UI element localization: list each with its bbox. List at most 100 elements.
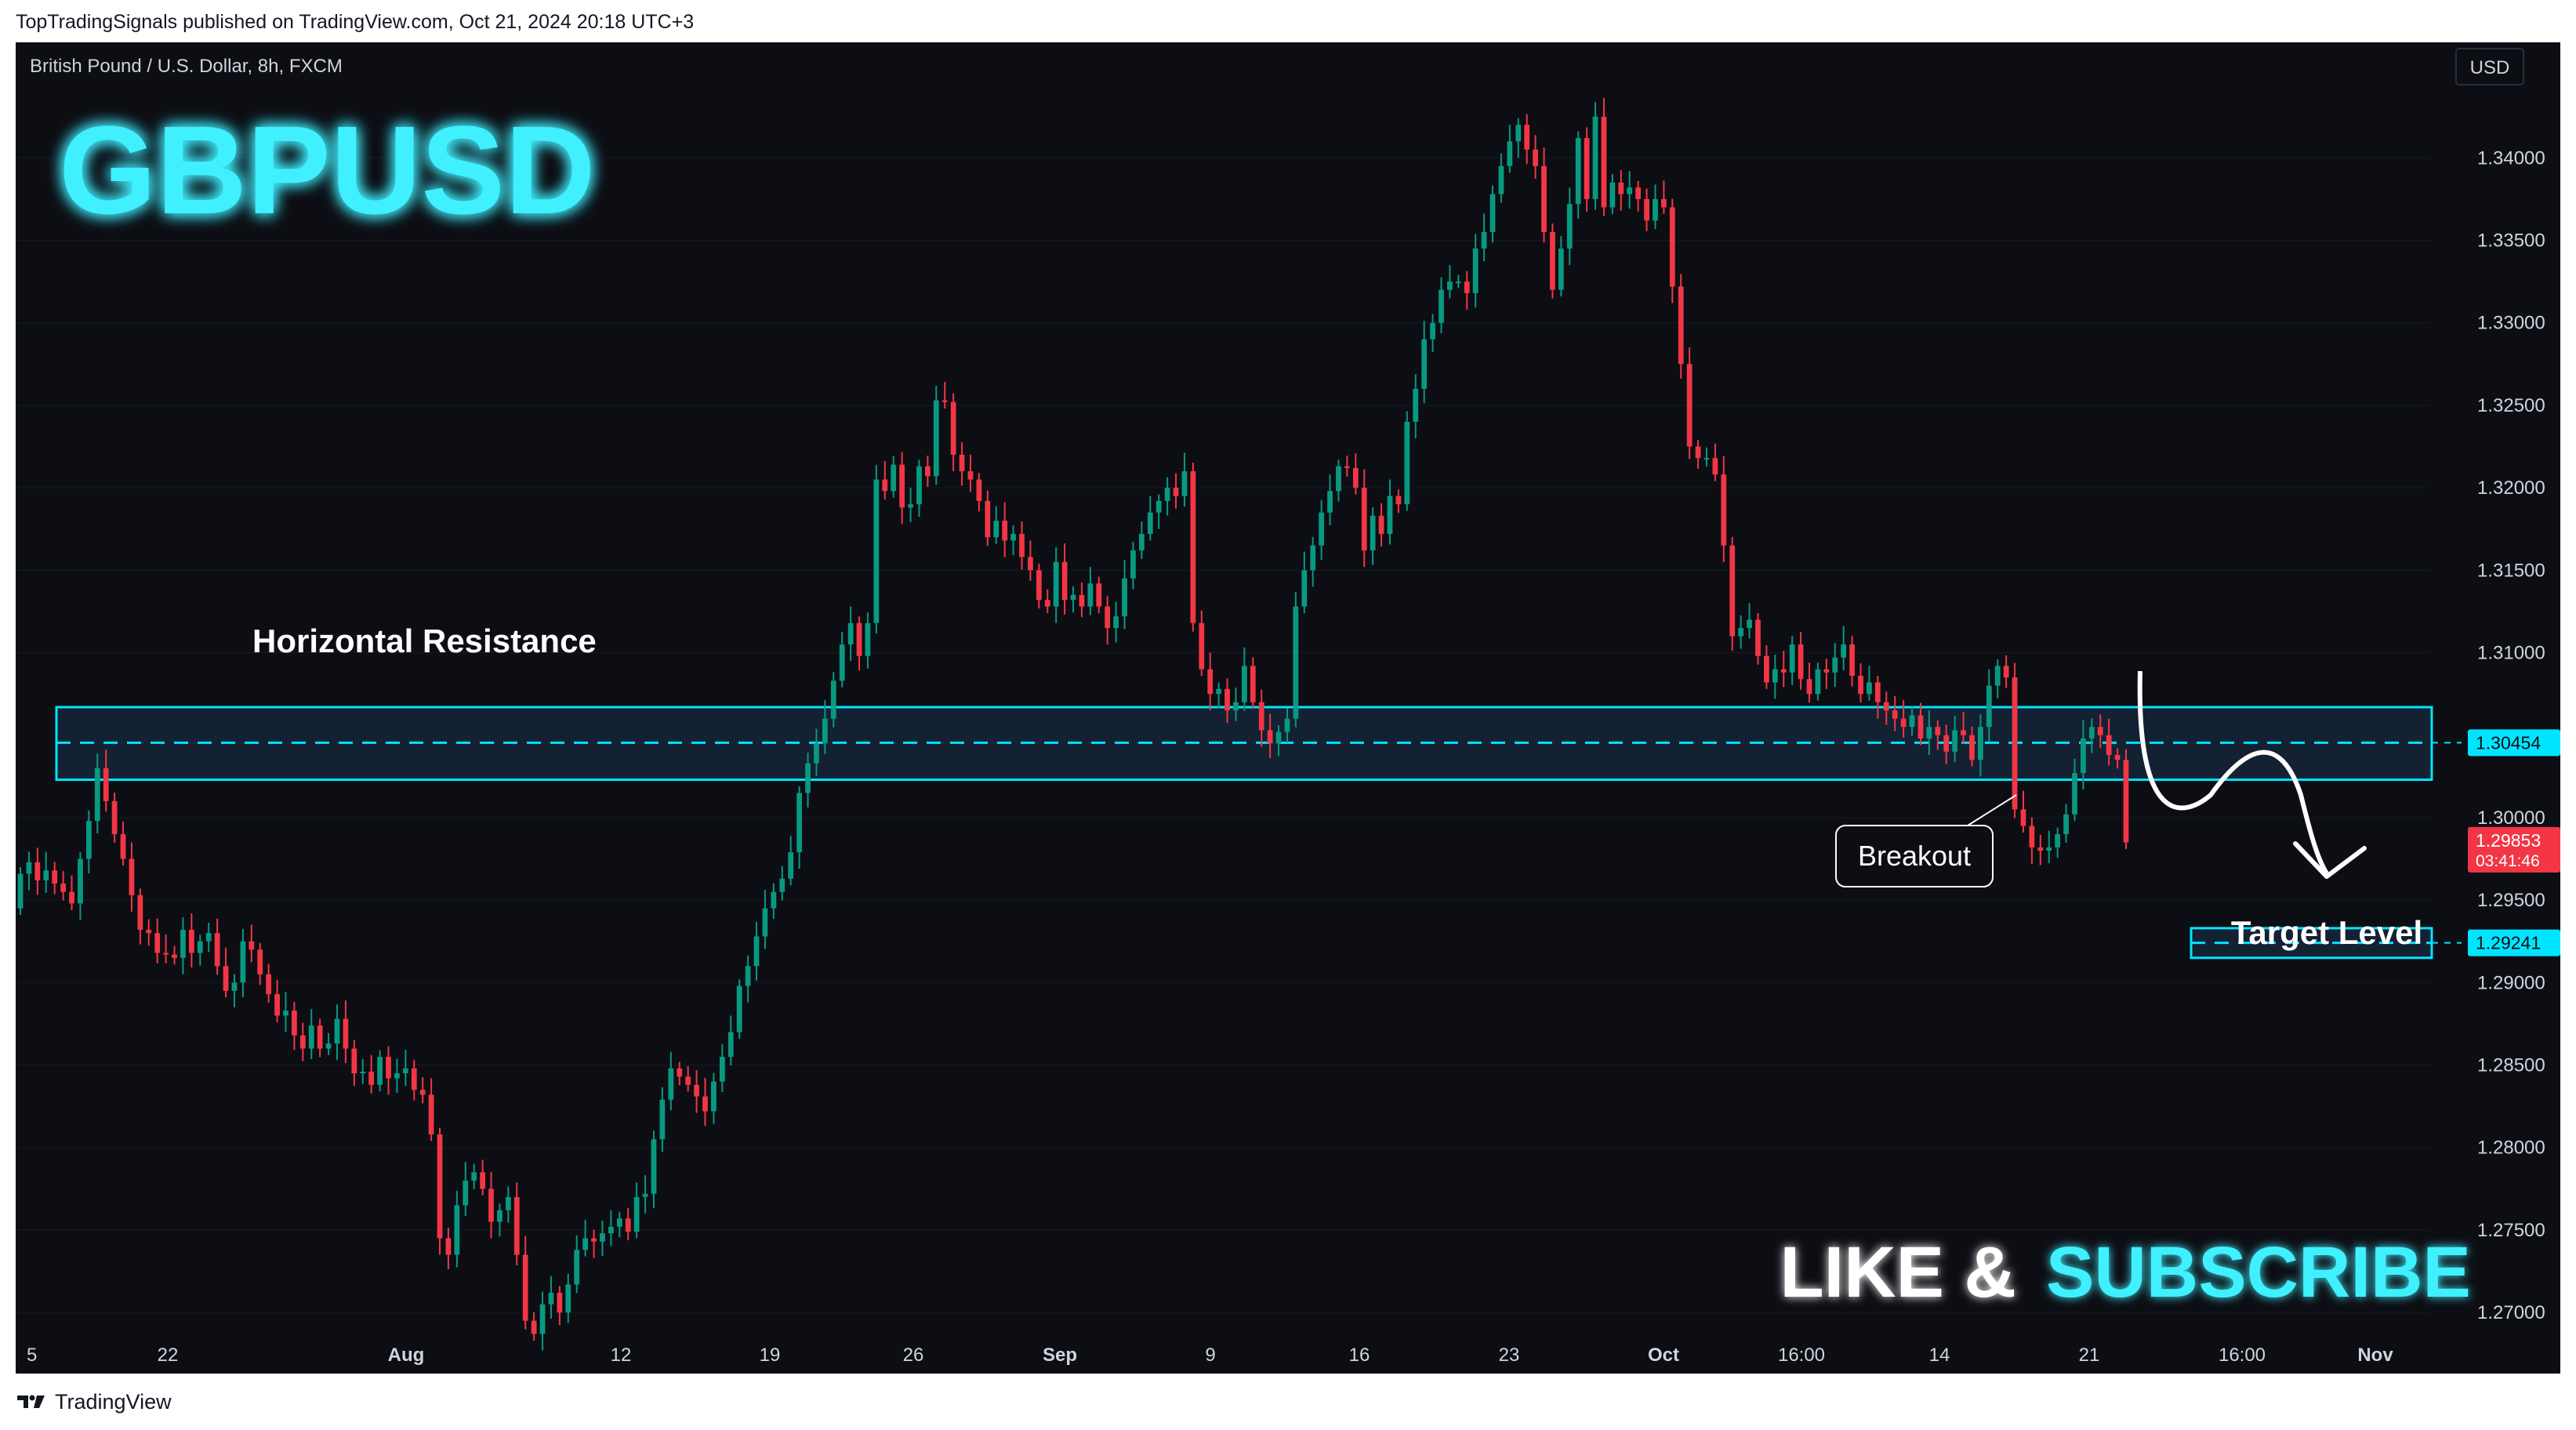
time-tick-label: 21: [2079, 1345, 2100, 1366]
price-tick-label: 1.34000: [2477, 147, 2545, 169]
candle-body: [85, 821, 92, 859]
price-tick-label: 1.28500: [2477, 1055, 2545, 1076]
candle-body: [1806, 679, 1812, 695]
candle-body: [1455, 281, 1461, 284]
candle-body: [531, 1320, 537, 1334]
candle-body: [497, 1210, 503, 1222]
candle-body: [402, 1068, 408, 1074]
candle-body: [419, 1090, 426, 1095]
price-axis[interactable]: 1.34000 1.33500 1.33000 1.32500 1.32000 1.315…: [2477, 147, 2545, 1323]
candle-body: [993, 521, 1000, 538]
candle-body: [1301, 570, 1308, 607]
candle-body: [1010, 534, 1016, 541]
candle-body: [1361, 488, 1367, 551]
candle-body: [1404, 421, 1410, 505]
candle-body: [1352, 467, 1359, 488]
candle-body: [1661, 198, 1667, 208]
candle-body: [428, 1094, 434, 1134]
chart-frame[interactable]: British Pound / U.S. Dollar, 8h, FXCM GB…: [16, 42, 2560, 1374]
candle-body: [129, 858, 135, 895]
candle-body: [642, 1193, 648, 1197]
price-tick-label: 1.29000: [2477, 972, 2545, 993]
candle-body: [822, 718, 828, 744]
candle-body: [1430, 322, 1435, 339]
candle-body: [1138, 534, 1145, 551]
candle-body: [1216, 688, 1222, 695]
candle-body: [1130, 550, 1136, 579]
candle-body: [1087, 583, 1094, 607]
currency-button[interactable]: [2455, 48, 2524, 85]
candle-body: [1935, 727, 1941, 735]
candle-body: [471, 1172, 477, 1181]
candle-body: [1764, 655, 1769, 683]
price-tick-label: 1.33500: [2477, 230, 2545, 252]
candle-body: [180, 930, 186, 958]
candle-body: [2020, 809, 2026, 826]
candle-body: [214, 933, 220, 967]
time-tick-label: Sep: [1043, 1345, 1077, 1366]
candle-body: [1669, 207, 1675, 287]
candle-body: [1036, 570, 1042, 601]
candle-body: [1592, 116, 1598, 199]
candle-body: [1550, 232, 1555, 290]
candle-body: [1044, 600, 1050, 607]
time-tick-label: Aug: [388, 1345, 425, 1366]
time-tick-label: 26: [903, 1345, 924, 1366]
candle-body: [1867, 682, 1872, 695]
candle-body: [1267, 730, 1273, 744]
candle-body: [1489, 194, 1496, 233]
price-tick-label: 1.30000: [2477, 808, 2545, 829]
candle-body: [959, 455, 965, 472]
price-tag: [2468, 826, 2560, 873]
candle-body: [651, 1139, 657, 1194]
candle-body: [394, 1073, 400, 1079]
candle-body: [796, 793, 802, 853]
candle-body: [788, 852, 794, 879]
candle-body: [17, 873, 24, 909]
candle-body: [805, 763, 811, 793]
candlestick-chart[interactable]: British Pound / U.S. Dollar, 8h, FXCM GB…: [16, 42, 2560, 1374]
candle-body: [1815, 669, 1821, 695]
time-axis[interactable]: 5 22 Aug 12 19 26 Sep 9 16 23 Oct 16:00 14 21 16:00 Nov: [27, 1345, 2393, 1366]
time-tick-label: Nov: [2357, 1345, 2393, 1366]
candle-body: [2029, 826, 2035, 847]
candle-body: [1695, 446, 1701, 459]
candle-body: [1832, 657, 1838, 673]
candle-body: [1618, 182, 1624, 194]
candle-body: [1293, 606, 1299, 719]
candle-body: [1515, 125, 1522, 142]
candle-body: [1703, 458, 1710, 460]
candle-body: [1447, 281, 1453, 290]
candle-body: [625, 1218, 631, 1232]
candle-body: [1190, 471, 1196, 623]
price-tick-label: 1.33000: [2477, 313, 2545, 334]
grid: [16, 157, 2430, 1313]
candle-body: [745, 966, 751, 986]
candle-body: [633, 1196, 640, 1232]
candle-body: [1892, 710, 1898, 719]
candle-body: [694, 1084, 699, 1097]
candle-body: [257, 949, 263, 975]
candle-body: [950, 401, 956, 455]
candle-body: [120, 833, 126, 859]
projection-arrow: [2137, 670, 2329, 875]
price-tag-value: 1.30454: [2476, 732, 2541, 753]
candle-body: [1653, 198, 1658, 221]
candle-body: [1258, 702, 1264, 731]
candle-body: [1926, 727, 1932, 739]
candle-body: [1627, 187, 1633, 194]
footer: TradingView: [16, 1386, 172, 1417]
time-tick-label: 5: [27, 1345, 37, 1366]
candle-body: [1164, 488, 1170, 501]
candle-body: [463, 1180, 469, 1206]
candle-body: [985, 500, 991, 538]
price-tick-label: 1.28000: [2477, 1138, 2545, 1159]
publisher-line: TopTradingSignals published on TradingVi…: [16, 11, 695, 33]
candle-body: [325, 1043, 332, 1049]
candle-body: [1147, 512, 1153, 535]
candle-body: [1874, 682, 1881, 702]
candle-body: [942, 400, 948, 402]
candle-body: [197, 941, 203, 953]
price-tick-label: 1.27500: [2477, 1220, 2545, 1241]
candle-body: [2055, 833, 2061, 847]
